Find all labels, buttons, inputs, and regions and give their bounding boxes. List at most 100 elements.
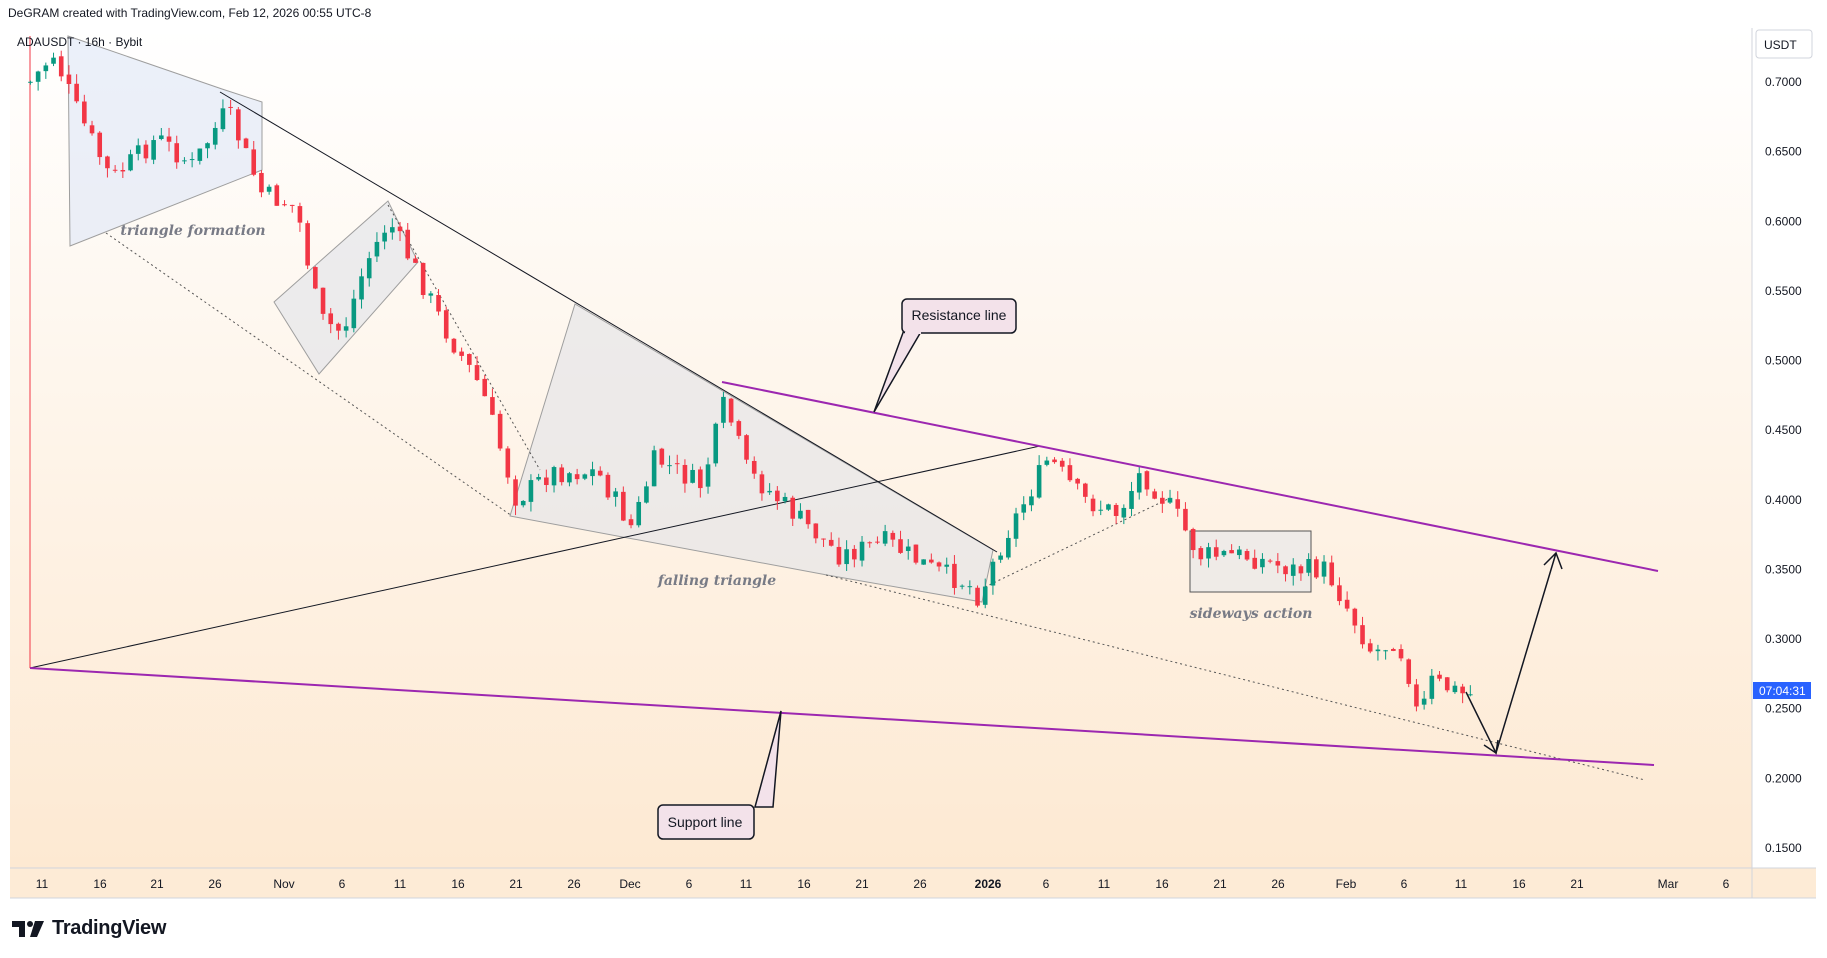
candle-body: [97, 132, 103, 158]
candle-body: [805, 509, 811, 525]
candle-body: [1275, 561, 1281, 566]
candle-body: [497, 413, 503, 449]
candle-body: [636, 501, 642, 526]
candle-body: [728, 398, 734, 423]
candle-body: [1314, 559, 1319, 578]
candle-body: [420, 262, 426, 296]
candle-body: [1375, 649, 1381, 652]
candle-body: [128, 154, 133, 171]
tradingview-logo[interactable]: TradingView: [12, 917, 166, 940]
candle-body: [936, 562, 942, 567]
candle-body: [251, 149, 257, 175]
candle-body: [436, 295, 441, 312]
sideways-box[interactable]: [1189, 530, 1312, 593]
candle-body: [690, 469, 695, 483]
candle-body: [905, 546, 911, 551]
candle-body: [1398, 649, 1404, 659]
candle-body: [736, 421, 742, 436]
candle-body: [205, 143, 210, 149]
candle-body: [605, 474, 611, 498]
time-tick-label: 26: [208, 877, 222, 891]
candle-body: [1160, 497, 1165, 504]
candle-body: [1460, 686, 1465, 694]
candle-body: [1360, 625, 1365, 645]
dotted-guide-4: [984, 497, 1171, 588]
candle-body: [982, 586, 988, 605]
time-tick-label: 6: [1043, 877, 1050, 891]
candle-body: [151, 140, 156, 160]
candle-body: [674, 463, 680, 465]
candle-body: [459, 351, 464, 356]
candle-body: [1290, 564, 1296, 576]
resistance-trendline[interactable]: [721, 381, 1659, 572]
candle-body: [1267, 560, 1273, 562]
currency-label: USDT: [1764, 38, 1797, 52]
candle-body: [959, 585, 965, 587]
time-tick-label: 11: [1098, 877, 1111, 891]
candle-body: [1452, 685, 1458, 693]
time-tick-label: 6: [1401, 877, 1408, 891]
time-tick-label: 6: [1723, 877, 1730, 891]
candle-body: [1129, 490, 1134, 509]
candle-body: [1113, 504, 1119, 517]
candle-body: [1121, 507, 1127, 518]
candle-body: [790, 497, 796, 519]
candle-body: [613, 491, 618, 497]
candle-body: [1367, 643, 1373, 652]
dotted-guide-2: [387, 204, 541, 471]
candle-body: [1144, 471, 1150, 490]
candle-body: [952, 563, 957, 588]
candle-body: [828, 539, 834, 546]
resistance-callout-box: [901, 298, 1017, 334]
candle-body: [1044, 460, 1050, 465]
candle-body: [651, 450, 657, 487]
candle-body: [1352, 608, 1358, 626]
candle-body: [1229, 550, 1234, 554]
candle-body: [289, 204, 295, 206]
candle-body: [1106, 504, 1111, 510]
candle-body: [228, 106, 233, 108]
candle-body: [852, 548, 857, 560]
ascending-black-line[interactable]: [29, 445, 1041, 669]
support-trendline[interactable]: [29, 667, 1655, 766]
candle-body: [305, 223, 310, 266]
time-tick-label: Nov: [273, 877, 294, 891]
time-tick-label: 16: [451, 877, 465, 891]
time-tick-label: 16: [797, 877, 811, 891]
triangle-formation-shape[interactable]: [67, 35, 263, 247]
candle-body: [1260, 558, 1265, 568]
candle-body: [174, 143, 180, 163]
price-tick-label: 0.2500: [1765, 702, 1802, 716]
tv-logo-text: TradingView: [52, 917, 167, 939]
candle-body: [1221, 550, 1227, 556]
time-tick-label: 16: [1155, 877, 1169, 891]
candle-body: [844, 549, 849, 565]
rising-channel-shape[interactable]: [273, 200, 419, 375]
support-callout[interactable]: Support line: [657, 710, 782, 840]
price-axis-ticks: 0.7000 0.6500 0.6000 0.5500 0.5000 0.4500 0.40…: [1765, 75, 1802, 855]
currency-selector[interactable]: USDT: [1755, 29, 1813, 59]
time-tick-label: 26: [913, 877, 927, 891]
candle-body: [644, 486, 649, 503]
candles-group: [28, 50, 1473, 712]
candle-body: [751, 460, 757, 474]
candle-body: [1036, 465, 1042, 498]
candle-body: [482, 378, 488, 397]
candle-body: [590, 469, 595, 477]
candle-body: [443, 310, 449, 339]
countdown-box: [1753, 682, 1811, 699]
time-tick-label: 6: [339, 877, 346, 891]
candle-body: [51, 57, 56, 64]
candle-body: [313, 267, 318, 289]
candle-body: [882, 531, 888, 544]
candle-body: [890, 532, 896, 540]
candle-body: [1183, 508, 1188, 531]
descending-black-line[interactable]: [219, 91, 998, 553]
symbol-label[interactable]: ADAUSDT · 16h · Bybit: [17, 35, 143, 49]
resistance-callout[interactable]: Resistance line: [873, 298, 1017, 413]
candle-body: [390, 227, 395, 233]
time-tick-label: 6: [686, 877, 693, 891]
support-callout-box: [657, 804, 755, 840]
triangle-formation-label: triangle formation: [120, 223, 265, 239]
